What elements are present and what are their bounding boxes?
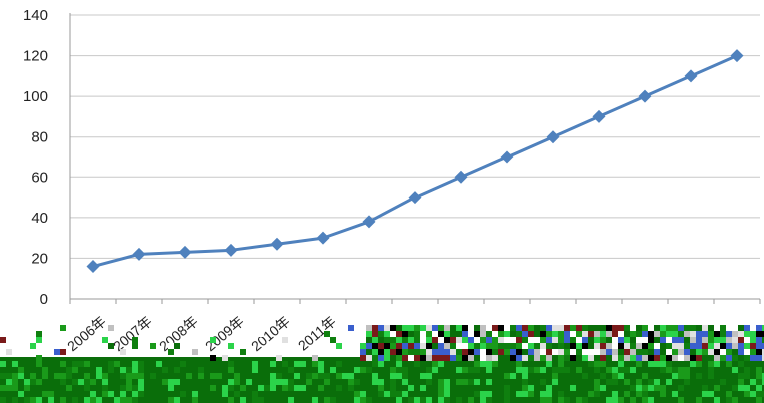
data-point bbox=[224, 243, 238, 257]
data-point bbox=[500, 150, 514, 164]
data-point bbox=[546, 130, 560, 144]
y-tick-label: 120 bbox=[23, 48, 48, 65]
data-point bbox=[178, 245, 192, 259]
data-point bbox=[638, 89, 652, 103]
data-point bbox=[132, 247, 146, 261]
y-tick-label: 60 bbox=[31, 169, 48, 186]
series-layer bbox=[86, 49, 744, 274]
corrupted-image-region bbox=[0, 325, 764, 403]
data-point bbox=[86, 260, 100, 274]
y-tick-label: 100 bbox=[23, 88, 48, 105]
y-tick-label: 140 bbox=[23, 7, 48, 24]
axes bbox=[69, 13, 761, 304]
y-tick-label: 80 bbox=[31, 129, 48, 146]
y-tick-label: 0 bbox=[40, 291, 48, 308]
data-point bbox=[684, 69, 698, 83]
data-point bbox=[592, 109, 606, 123]
y-axis-tick-labels: 0 20 40 60 80 100 120 140 bbox=[23, 7, 48, 308]
data-point bbox=[316, 231, 330, 245]
y-tick-label: 40 bbox=[31, 210, 48, 227]
series-line bbox=[92, 54, 738, 268]
data-point bbox=[730, 49, 744, 63]
data-point bbox=[270, 237, 284, 251]
data-point bbox=[408, 191, 422, 205]
y-tick-label: 20 bbox=[31, 250, 48, 267]
data-point bbox=[362, 215, 376, 229]
data-point bbox=[454, 170, 468, 184]
gridlines bbox=[70, 14, 760, 259]
